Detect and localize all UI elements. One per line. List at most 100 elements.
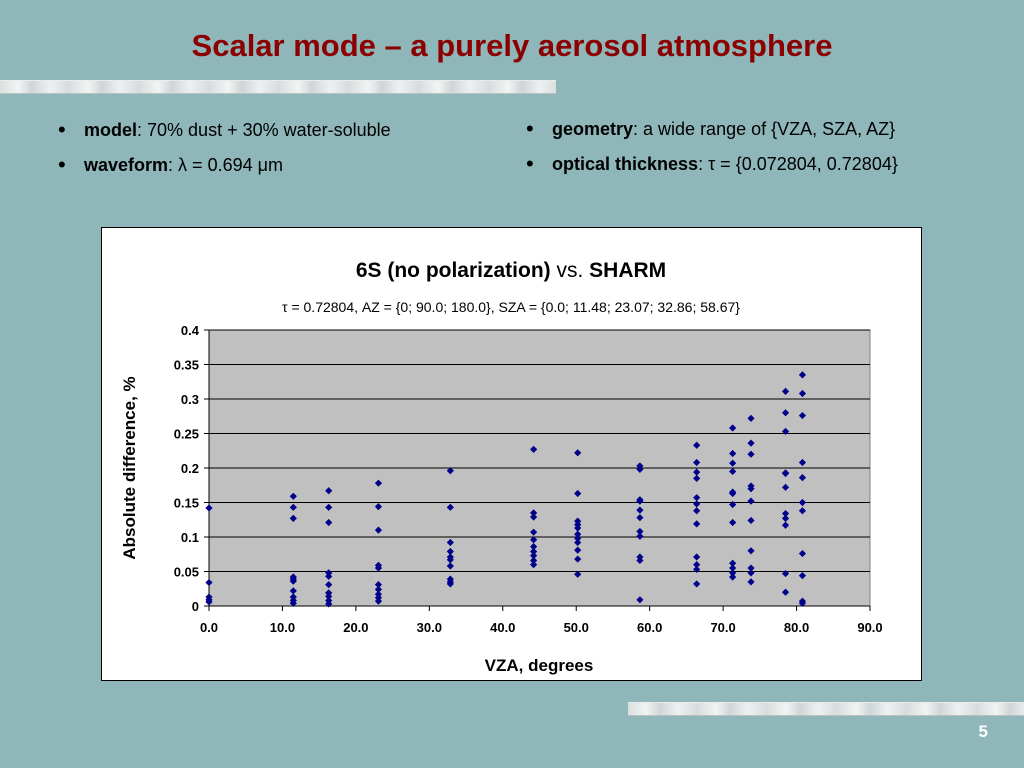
bullet-item-waveform: • waveform: λ = 0.694 μm bbox=[58, 152, 391, 177]
scatter-chart: 0 0.05 0.1 0.15 0.2 0.25 0.3 0.35 0.4 0.0 10.0 20.0… bbox=[120, 259, 883, 675]
data-point bbox=[574, 555, 582, 563]
data-point bbox=[747, 578, 755, 586]
data-point bbox=[530, 528, 538, 536]
data-point bbox=[574, 534, 582, 542]
data-point bbox=[747, 564, 755, 572]
chart-container: 0 0.05 0.1 0.15 0.2 0.25 0.3 0.35 0.4 0.0 10.0 20.0… bbox=[101, 227, 922, 681]
chart-title-part-3: SHARM bbox=[589, 259, 666, 282]
decorative-bar-top bbox=[0, 80, 556, 94]
data-point bbox=[693, 580, 701, 588]
y-tick-label: 0.3 bbox=[181, 392, 199, 407]
data-point bbox=[747, 450, 755, 458]
data-point bbox=[530, 513, 538, 521]
data-point bbox=[574, 449, 582, 457]
data-point bbox=[781, 569, 790, 578]
data-point bbox=[798, 411, 807, 420]
bullet-text: : a wide range of {VZA, SZA, AZ} bbox=[633, 119, 896, 139]
bullet-dot-icon: • bbox=[526, 151, 534, 176]
x-tick-label: 60.0 bbox=[637, 620, 662, 635]
x-tick-label: 10.0 bbox=[270, 620, 295, 635]
data-point bbox=[693, 500, 701, 508]
y-tick-label: 0.2 bbox=[181, 461, 199, 476]
x-tick-label: 50.0 bbox=[564, 620, 589, 635]
data-point bbox=[446, 580, 454, 588]
data-point bbox=[729, 518, 737, 527]
bullet-key: geometry bbox=[552, 119, 634, 139]
data-point bbox=[636, 596, 644, 604]
chart-title: 6S (no polarization) vs. SHARM bbox=[356, 259, 666, 282]
data-point bbox=[636, 556, 644, 565]
bullet-text: : λ = 0.694 μm bbox=[168, 155, 283, 175]
tick-labels: 0 0.05 0.1 0.15 0.2 0.25 0.3 0.35 0.4 0.0 10.0 20.0… bbox=[174, 323, 883, 635]
data-point bbox=[374, 597, 383, 605]
data-point bbox=[747, 569, 755, 577]
bullet-list-left: • model: 70% dust + 30% water-soluble • wa… bbox=[58, 117, 391, 190]
chart-title-part-2: vs. bbox=[551, 259, 590, 282]
data-point bbox=[693, 565, 701, 574]
x-tick-label: 0.0 bbox=[200, 620, 218, 635]
y-tick-label: 0.25 bbox=[174, 427, 199, 442]
data-point bbox=[781, 588, 790, 596]
data-point bbox=[530, 552, 538, 560]
bullet-dot-icon: • bbox=[526, 116, 534, 141]
data-point bbox=[289, 492, 297, 500]
data-point bbox=[729, 449, 737, 458]
x-axis-label: VZA, degrees bbox=[485, 656, 594, 675]
data-point bbox=[729, 467, 737, 476]
data-point bbox=[636, 506, 644, 514]
data-point bbox=[530, 547, 538, 556]
bullet-item-optical-thickness: • optical thickness: τ = {0.072804, 0.728… bbox=[526, 151, 898, 176]
y-tick-label: 0.15 bbox=[174, 496, 199, 511]
data-point bbox=[574, 524, 582, 532]
y-tick-label: 0.05 bbox=[174, 565, 199, 580]
data-point bbox=[374, 479, 383, 487]
data-point bbox=[530, 543, 538, 551]
data-point bbox=[781, 427, 790, 436]
x-tick-label: 20.0 bbox=[343, 620, 368, 635]
data-point bbox=[289, 514, 297, 522]
y-tick-label: 0 bbox=[192, 599, 199, 614]
data-point bbox=[205, 504, 213, 512]
data-point bbox=[374, 581, 383, 589]
data-point bbox=[781, 483, 790, 491]
data-point bbox=[289, 587, 297, 595]
data-point bbox=[636, 497, 644, 505]
data-point bbox=[747, 547, 755, 555]
slide-title: Scalar mode – a purely aerosol atmospher… bbox=[191, 28, 833, 63]
data-point bbox=[205, 578, 213, 587]
data-point bbox=[798, 507, 807, 515]
data-point bbox=[693, 520, 701, 528]
data-point bbox=[530, 561, 538, 569]
data-point bbox=[781, 409, 790, 417]
bullet-list-right: • geometry: a wide range of {VZA, SZA, AZ… bbox=[526, 116, 898, 189]
y-axis-label: Absolute difference, % bbox=[120, 376, 139, 559]
bullet-text: : τ = {0.072804, 0.72804} bbox=[698, 154, 898, 174]
data-point bbox=[574, 546, 582, 554]
bullet-text: : 70% dust + 30% water-soluble bbox=[137, 120, 391, 140]
data-point bbox=[446, 556, 454, 564]
bullet-item-geometry: • geometry: a wide range of {VZA, SZA, AZ… bbox=[526, 116, 898, 141]
axes bbox=[204, 329, 871, 611]
data-point bbox=[574, 538, 582, 547]
data-point bbox=[798, 599, 807, 607]
data-point bbox=[289, 599, 297, 607]
data-point bbox=[289, 577, 297, 585]
data-point bbox=[636, 514, 644, 522]
data-point bbox=[530, 536, 538, 544]
data-point bbox=[729, 559, 737, 567]
bullet-item-model: • model: 70% dust + 30% water-soluble bbox=[58, 117, 391, 142]
data-point bbox=[747, 414, 755, 422]
data-point bbox=[530, 445, 538, 453]
data-point bbox=[574, 570, 582, 578]
bullet-key: model bbox=[84, 120, 138, 140]
data-point bbox=[374, 526, 383, 534]
data-point bbox=[325, 592, 333, 600]
data-point bbox=[798, 498, 807, 507]
data-point bbox=[747, 516, 755, 525]
data-point bbox=[729, 500, 737, 509]
x-tick-label: 30.0 bbox=[417, 620, 442, 635]
chart-title-part-1: 6S (no polarization) bbox=[356, 259, 551, 282]
data-point bbox=[446, 467, 454, 475]
data-point bbox=[693, 507, 701, 515]
data-point bbox=[798, 549, 807, 558]
